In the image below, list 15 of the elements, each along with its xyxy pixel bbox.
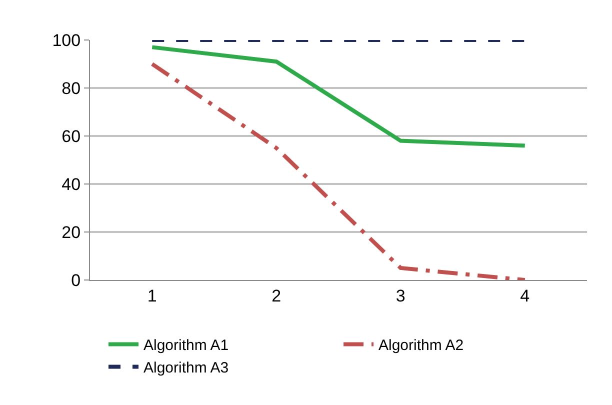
x-tick-label: 1: [147, 286, 157, 306]
x-tick-label: 3: [396, 286, 406, 306]
y-tick-label: 0: [71, 270, 81, 290]
x-tick-label: 2: [272, 286, 282, 306]
legend-label: Algorithm A1: [144, 337, 229, 354]
legend-label: Algorithm A2: [378, 337, 464, 354]
y-tick-label: 40: [62, 174, 81, 194]
y-tick-label: 20: [62, 222, 81, 242]
x-tick-label: 4: [520, 286, 530, 306]
y-tick-label: 100: [52, 30, 81, 50]
y-tick-label: 80: [62, 78, 81, 98]
line-series: [150, 62, 527, 280]
line-series: [150, 45, 527, 148]
legend-label: Algorithm A3: [144, 360, 229, 377]
y-tick-label: 60: [62, 126, 81, 146]
